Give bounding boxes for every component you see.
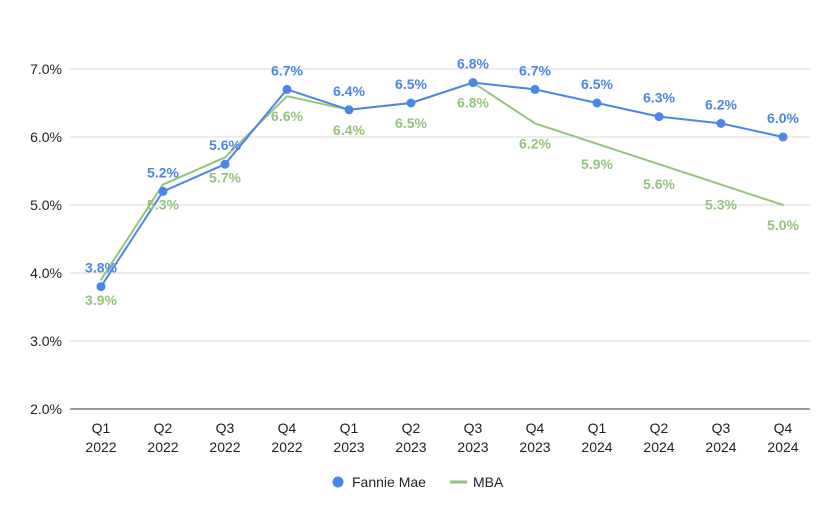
y-axis: 2.0% 3.0% 4.0% 5.0% 6.0% 7.0% bbox=[30, 61, 62, 417]
x-tick-label-quarter: Q2 bbox=[154, 420, 173, 436]
x-tick-label-quarter: Q2 bbox=[650, 420, 669, 436]
y-tick-label: 3.0% bbox=[30, 333, 62, 349]
data-point-fannie-mae bbox=[344, 105, 354, 115]
data-label-mba: 5.6% bbox=[643, 176, 675, 192]
x-tick-label-year: 2023 bbox=[395, 439, 426, 455]
x-tick-label-quarter: Q1 bbox=[340, 420, 359, 436]
data-label-fannie-mae: 6.7% bbox=[271, 62, 303, 78]
x-tick-label-year: 2022 bbox=[85, 439, 116, 455]
data-label-fannie-mae: 6.3% bbox=[643, 90, 675, 106]
data-point-fannie-mae bbox=[716, 118, 726, 128]
data-labels: 3.8% 5.2% 5.6% 6.7% 6.4% 6.5% 6.8% 6.7% 6.5% 6.3%… bbox=[85, 56, 799, 308]
data-label-mba: 5.3% bbox=[705, 197, 737, 213]
y-tick-label: 5.0% bbox=[30, 197, 62, 213]
x-tick-label-quarter: Q2 bbox=[402, 420, 421, 436]
data-label-mba: 6.4% bbox=[333, 122, 365, 138]
x-tick-label-year: 2023 bbox=[333, 439, 364, 455]
series-markers bbox=[96, 78, 788, 292]
data-label-fannie-mae: 3.8% bbox=[85, 260, 117, 276]
x-tick-label-quarter: Q4 bbox=[526, 420, 545, 436]
legend-label-fannie-mae: Fannie Mae bbox=[352, 474, 426, 490]
data-point-fannie-mae bbox=[282, 84, 292, 94]
data-point-fannie-mae bbox=[654, 112, 664, 122]
data-label-mba: 6.5% bbox=[395, 115, 427, 131]
data-label-mba: 5.0% bbox=[767, 217, 799, 233]
data-label-mba: 5.3% bbox=[147, 197, 179, 213]
x-tick-label-year: 2023 bbox=[457, 439, 488, 455]
x-tick-label-year: 2024 bbox=[767, 439, 798, 455]
data-label-mba: 6.8% bbox=[457, 95, 489, 111]
x-tick-label-quarter: Q3 bbox=[216, 420, 235, 436]
data-label-mba: 3.9% bbox=[85, 292, 117, 308]
data-point-fannie-mae bbox=[592, 98, 602, 108]
data-point-fannie-mae bbox=[406, 98, 416, 108]
data-label-fannie-mae: 6.5% bbox=[581, 76, 613, 92]
data-point-fannie-mae bbox=[778, 132, 788, 142]
x-tick-label-year: 2022 bbox=[147, 439, 178, 455]
data-label-mba: 5.9% bbox=[581, 156, 613, 172]
data-label-fannie-mae: 6.0% bbox=[767, 110, 799, 126]
data-point-fannie-mae bbox=[220, 159, 230, 169]
y-tick-label: 7.0% bbox=[30, 61, 62, 77]
data-label-fannie-mae: 6.5% bbox=[395, 76, 427, 92]
data-point-fannie-mae bbox=[468, 78, 478, 88]
y-tick-label: 4.0% bbox=[30, 265, 62, 281]
data-point-fannie-mae bbox=[530, 84, 540, 94]
data-label-fannie-mae: 6.2% bbox=[705, 96, 737, 112]
y-tick-label: 2.0% bbox=[30, 401, 62, 417]
x-tick-label-quarter: Q4 bbox=[278, 420, 297, 436]
data-label-fannie-mae: 6.4% bbox=[333, 83, 365, 99]
x-tick-label-year: 2024 bbox=[643, 439, 674, 455]
x-tick-label-year: 2024 bbox=[581, 439, 612, 455]
x-axis: Q1 2022 Q2 2022 Q3 2022 Q4 2022 Q1 2023 Q2 2023 Q3 20… bbox=[85, 420, 798, 455]
data-label-fannie-mae: 5.2% bbox=[147, 164, 179, 180]
series-line-fannie-mae bbox=[100, 81, 784, 288]
series-line-mba bbox=[100, 81, 784, 281]
legend: Fannie Mae MBA bbox=[332, 474, 504, 490]
data-label-mba: 5.7% bbox=[209, 169, 241, 185]
x-tick-label-quarter: Q1 bbox=[588, 420, 607, 436]
x-tick-label-quarter: Q3 bbox=[464, 420, 483, 436]
legend-label-mba: MBA bbox=[473, 474, 504, 490]
y-tick-label: 6.0% bbox=[30, 129, 62, 145]
data-label-mba: 6.2% bbox=[519, 135, 551, 151]
data-label-mba: 6.6% bbox=[271, 108, 303, 124]
series-lines bbox=[100, 81, 784, 288]
gridlines bbox=[70, 68, 810, 410]
x-tick-label-year: 2022 bbox=[209, 439, 240, 455]
x-tick-label-year: 2022 bbox=[271, 439, 302, 455]
data-label-fannie-mae: 6.7% bbox=[519, 62, 551, 78]
x-tick-label-quarter: Q4 bbox=[774, 420, 793, 436]
data-label-fannie-mae: 5.6% bbox=[209, 137, 241, 153]
x-tick-label-quarter: Q3 bbox=[712, 420, 731, 436]
data-point-fannie-mae bbox=[96, 282, 106, 292]
legend-marker-fannie-mae bbox=[332, 476, 344, 488]
data-label-fannie-mae: 6.8% bbox=[457, 56, 489, 72]
x-tick-label-year: 2024 bbox=[705, 439, 736, 455]
x-tick-label-year: 2023 bbox=[519, 439, 550, 455]
x-tick-label-quarter: Q1 bbox=[92, 420, 111, 436]
data-point-fannie-mae bbox=[158, 186, 168, 196]
